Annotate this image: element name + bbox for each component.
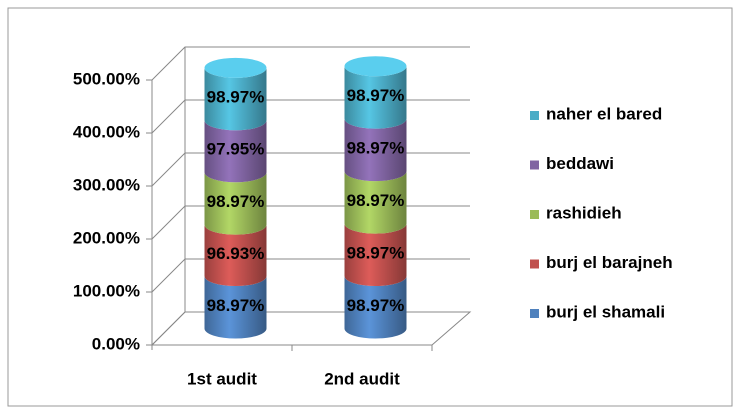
cylinder-top (344, 56, 407, 77)
x-tick-label: 2nd audit (324, 369, 400, 388)
data-label: 98.97% (347, 296, 405, 315)
cylinder-top (204, 57, 267, 78)
cylinder-segment (344, 66, 407, 129)
y-tick-label: 400.00% (73, 122, 140, 141)
cylinder-segment (344, 171, 407, 234)
legend-label: rashidieh (546, 203, 622, 222)
x-tick-label: 1st audit (187, 369, 257, 388)
cylinder-segment (204, 67, 267, 131)
legend-swatch (530, 309, 539, 318)
grid-line (151, 46, 470, 81)
legend-label: naher el bared (546, 104, 662, 123)
data-label: 98.97% (207, 192, 265, 211)
cylinder-segment (204, 172, 267, 235)
legend-swatch (530, 210, 539, 219)
legend-swatch (530, 259, 539, 269)
data-label: 98.97% (347, 138, 405, 157)
y-tick-label: 100.00% (73, 281, 140, 300)
cylinder-segment (344, 276, 407, 339)
cylinder-segment (344, 118, 407, 182)
data-label: 98.97% (207, 88, 265, 107)
data-label: 98.97% (347, 243, 405, 262)
y-tick-label: 0.00% (92, 334, 140, 353)
legend-label: beddawi (546, 154, 614, 173)
data-label: 96.93% (207, 244, 265, 263)
cylinder-segment (204, 224, 267, 287)
cylinder-segment (204, 120, 267, 183)
legend-swatch (530, 160, 539, 170)
y-tick-label: 300.00% (73, 175, 140, 194)
data-label: 98.97% (347, 191, 405, 210)
cylinder-segment (204, 276, 267, 339)
y-tick-label: 200.00% (73, 228, 140, 247)
y-tick-label: 500.00% (73, 69, 140, 88)
legend-swatch (530, 111, 539, 120)
legend-label: burj el shamali (546, 302, 665, 321)
legend-label: burj el barajneh (546, 253, 673, 272)
data-label: 97.95% (207, 140, 265, 159)
data-label: 98.97% (347, 86, 405, 105)
cylinder-segment (344, 223, 407, 287)
data-label: 98.97% (207, 296, 265, 315)
